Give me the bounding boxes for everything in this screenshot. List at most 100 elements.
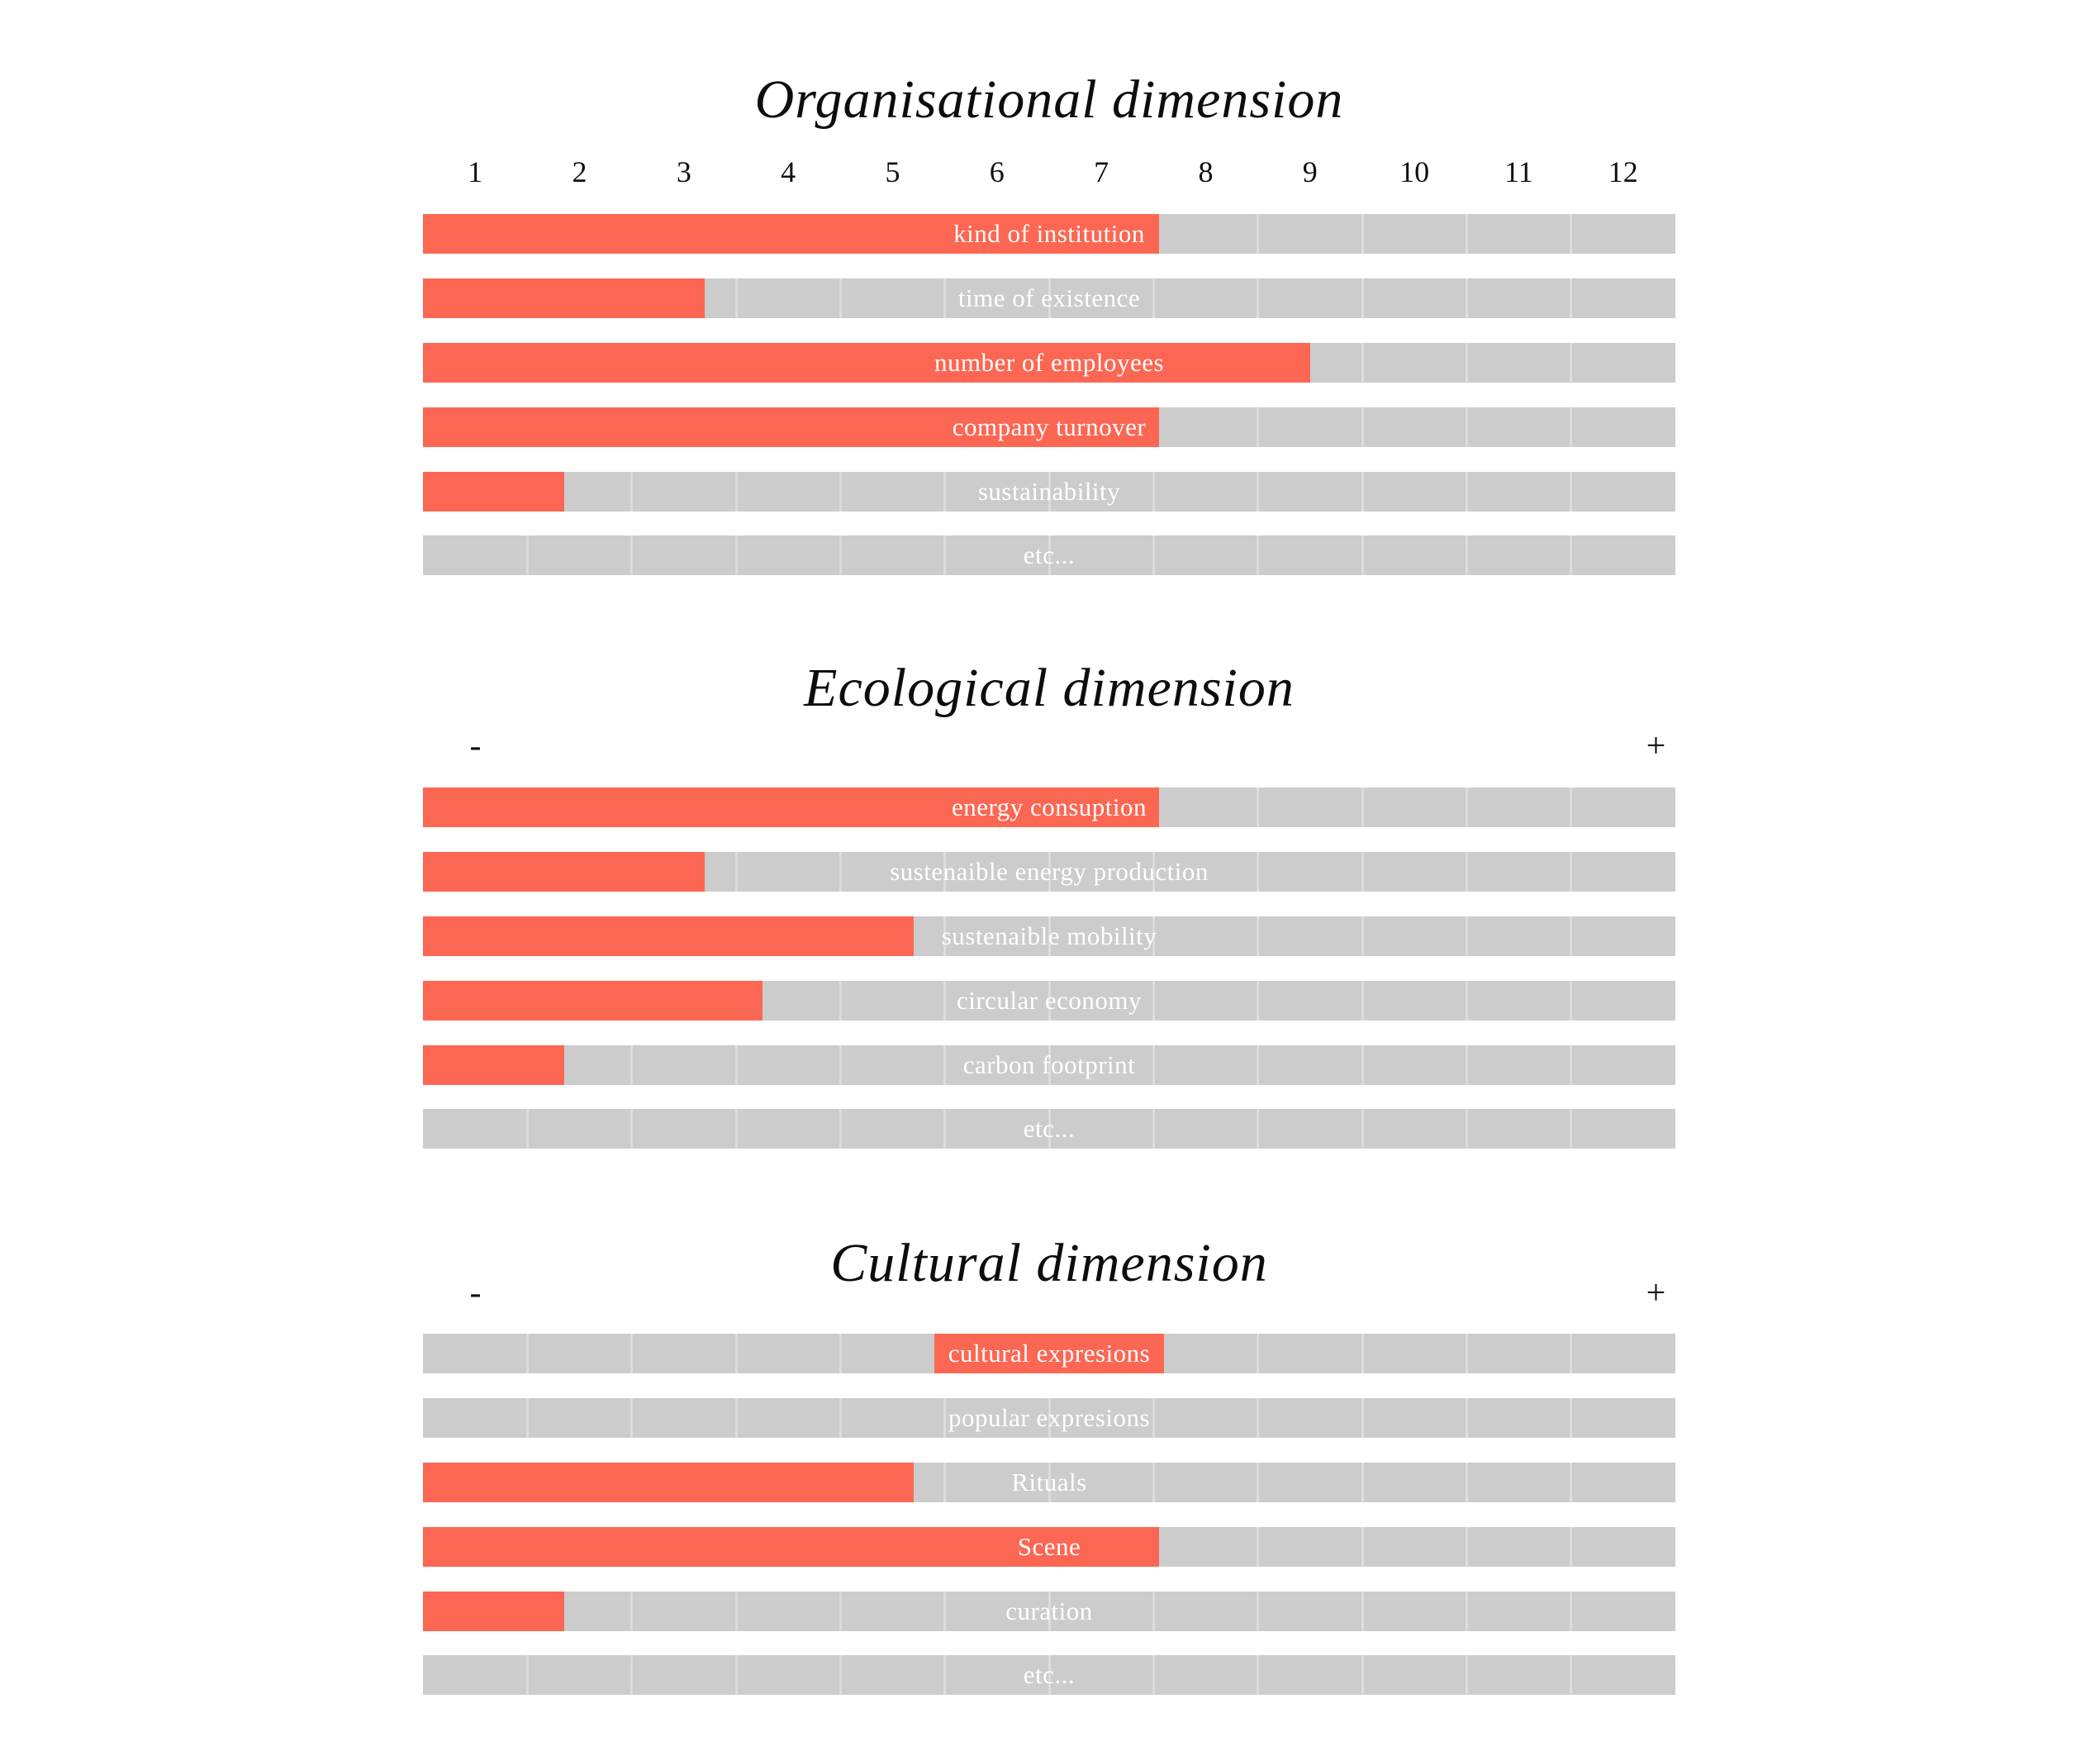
segment-divider: [1257, 535, 1260, 576]
segment-divider: [1570, 214, 1573, 254]
segment-divider: [1361, 1655, 1364, 1696]
segment-divider: [1465, 342, 1468, 383]
bar-fill: [423, 851, 706, 892]
bar-row: etc...: [423, 1109, 1675, 1149]
segment-divider: [1570, 1044, 1573, 1085]
segment-divider: [839, 1334, 842, 1373]
axis-ticks-row: 1 2 3 4 5 6 7 8 9 10 11 12: [423, 153, 1675, 191]
segment-divider: [1048, 1044, 1051, 1085]
section-title: Ecological dimension: [804, 658, 1295, 718]
bar-row: etc...: [423, 535, 1675, 576]
segment-divider: [1570, 1591, 1573, 1631]
bar-fill: [423, 980, 763, 1021]
bar-track: [423, 1109, 1675, 1149]
segment-divider: [734, 851, 738, 892]
segment-divider: [1465, 1044, 1468, 1085]
bar-label: sustainability: [977, 476, 1121, 506]
segment-divider: [1465, 1591, 1468, 1631]
segment-divider: [1257, 1655, 1260, 1696]
segment-divider: [943, 1397, 947, 1438]
segment-divider: [734, 1655, 738, 1696]
segment-divider: [1257, 278, 1260, 318]
bar-label: circular economy: [956, 985, 1143, 1015]
bar-row: number of employees: [423, 342, 1675, 383]
segment-divider: [839, 1397, 842, 1438]
segment-divider: [1465, 787, 1468, 827]
bars-group: cultural expresions popular expresions Rit…: [423, 1334, 1675, 1720]
segment-divider: [1257, 1397, 1260, 1438]
segment-divider: [1048, 916, 1051, 956]
segment-divider: [1257, 471, 1260, 512]
segment-divider: [1570, 535, 1573, 576]
segment-divider: [1152, 1655, 1155, 1696]
segment-divider: [839, 1655, 842, 1696]
bar-fill: [423, 1044, 564, 1085]
segment-divider: [1257, 1526, 1260, 1567]
bar-label: cultural expresions: [948, 1339, 1151, 1368]
axis-minus-label: -: [469, 1274, 482, 1312]
segment-divider: [1257, 214, 1260, 254]
bar-track: [423, 471, 1675, 512]
segment-divider: [1257, 787, 1260, 827]
segment-divider: [943, 1462, 947, 1502]
bar-label: kind of institution: [953, 219, 1145, 248]
segment-divider: [1048, 535, 1051, 576]
bar-row: circular economy: [423, 980, 1675, 1021]
segment-divider: [1465, 471, 1468, 512]
axis-tick: 10: [1399, 155, 1430, 188]
axis-plus-label: +: [1646, 1274, 1666, 1312]
axis-tick: 4: [781, 155, 796, 188]
segment-divider: [1152, 471, 1155, 512]
bar-row: sustenaible mobility: [423, 916, 1675, 956]
segment-divider: [734, 1109, 738, 1149]
segment-divider: [1048, 1591, 1051, 1631]
segment-divider: [839, 1109, 842, 1149]
segment-divider: [1361, 1462, 1364, 1502]
segment-divider: [525, 1334, 529, 1373]
segment-divider: [1048, 1655, 1051, 1696]
segment-divider: [1570, 278, 1573, 318]
segment-divider: [1570, 1462, 1573, 1502]
segment-divider: [1465, 1397, 1468, 1438]
segment-divider: [1152, 535, 1155, 576]
segment-divider: [839, 278, 842, 318]
segment-divider: [1048, 278, 1051, 318]
segment-divider: [1361, 1591, 1364, 1631]
segment-divider: [1361, 980, 1364, 1021]
axis-tick: 8: [1198, 155, 1214, 188]
bar-fill: [423, 787, 1159, 827]
segment-divider: [1465, 851, 1468, 892]
segment-divider: [1570, 916, 1573, 956]
segment-divider: [1152, 1044, 1155, 1085]
segment-divider: [734, 278, 738, 318]
segment-divider: [734, 1591, 738, 1631]
bar-row: Rituals: [423, 1462, 1675, 1502]
axis-tick: 11: [1504, 155, 1533, 188]
bar-row: sustainability: [423, 471, 1675, 512]
segment-divider: [1570, 787, 1573, 827]
segment-divider: [943, 535, 947, 576]
segment-divider: [630, 1591, 634, 1631]
segment-divider: [943, 1109, 947, 1149]
bar-track: [423, 1591, 1675, 1631]
segment-divider: [1257, 1109, 1260, 1149]
bar-label: etc...: [1023, 540, 1076, 570]
section-title: Cultural dimension: [830, 1233, 1268, 1293]
segment-divider: [839, 980, 842, 1021]
bar-fill: [423, 407, 1159, 447]
axis-minus-label: -: [469, 727, 482, 765]
bars-group: energy consuption sustenaible energy prod…: [423, 787, 1675, 1173]
segment-divider: [1465, 1462, 1468, 1502]
bar-row: Scene: [423, 1526, 1675, 1567]
segment-divider: [1361, 1526, 1364, 1567]
segment-divider: [1570, 980, 1573, 1021]
bar-row: sustenaible energy production: [423, 851, 1675, 892]
segment-divider: [1570, 471, 1573, 512]
bar-label: energy consuption: [951, 792, 1147, 821]
segment-divider: [630, 471, 634, 512]
segment-divider: [839, 851, 842, 892]
segment-divider: [839, 1591, 842, 1631]
segment-divider: [1361, 916, 1364, 956]
segment-divider: [630, 1655, 634, 1696]
